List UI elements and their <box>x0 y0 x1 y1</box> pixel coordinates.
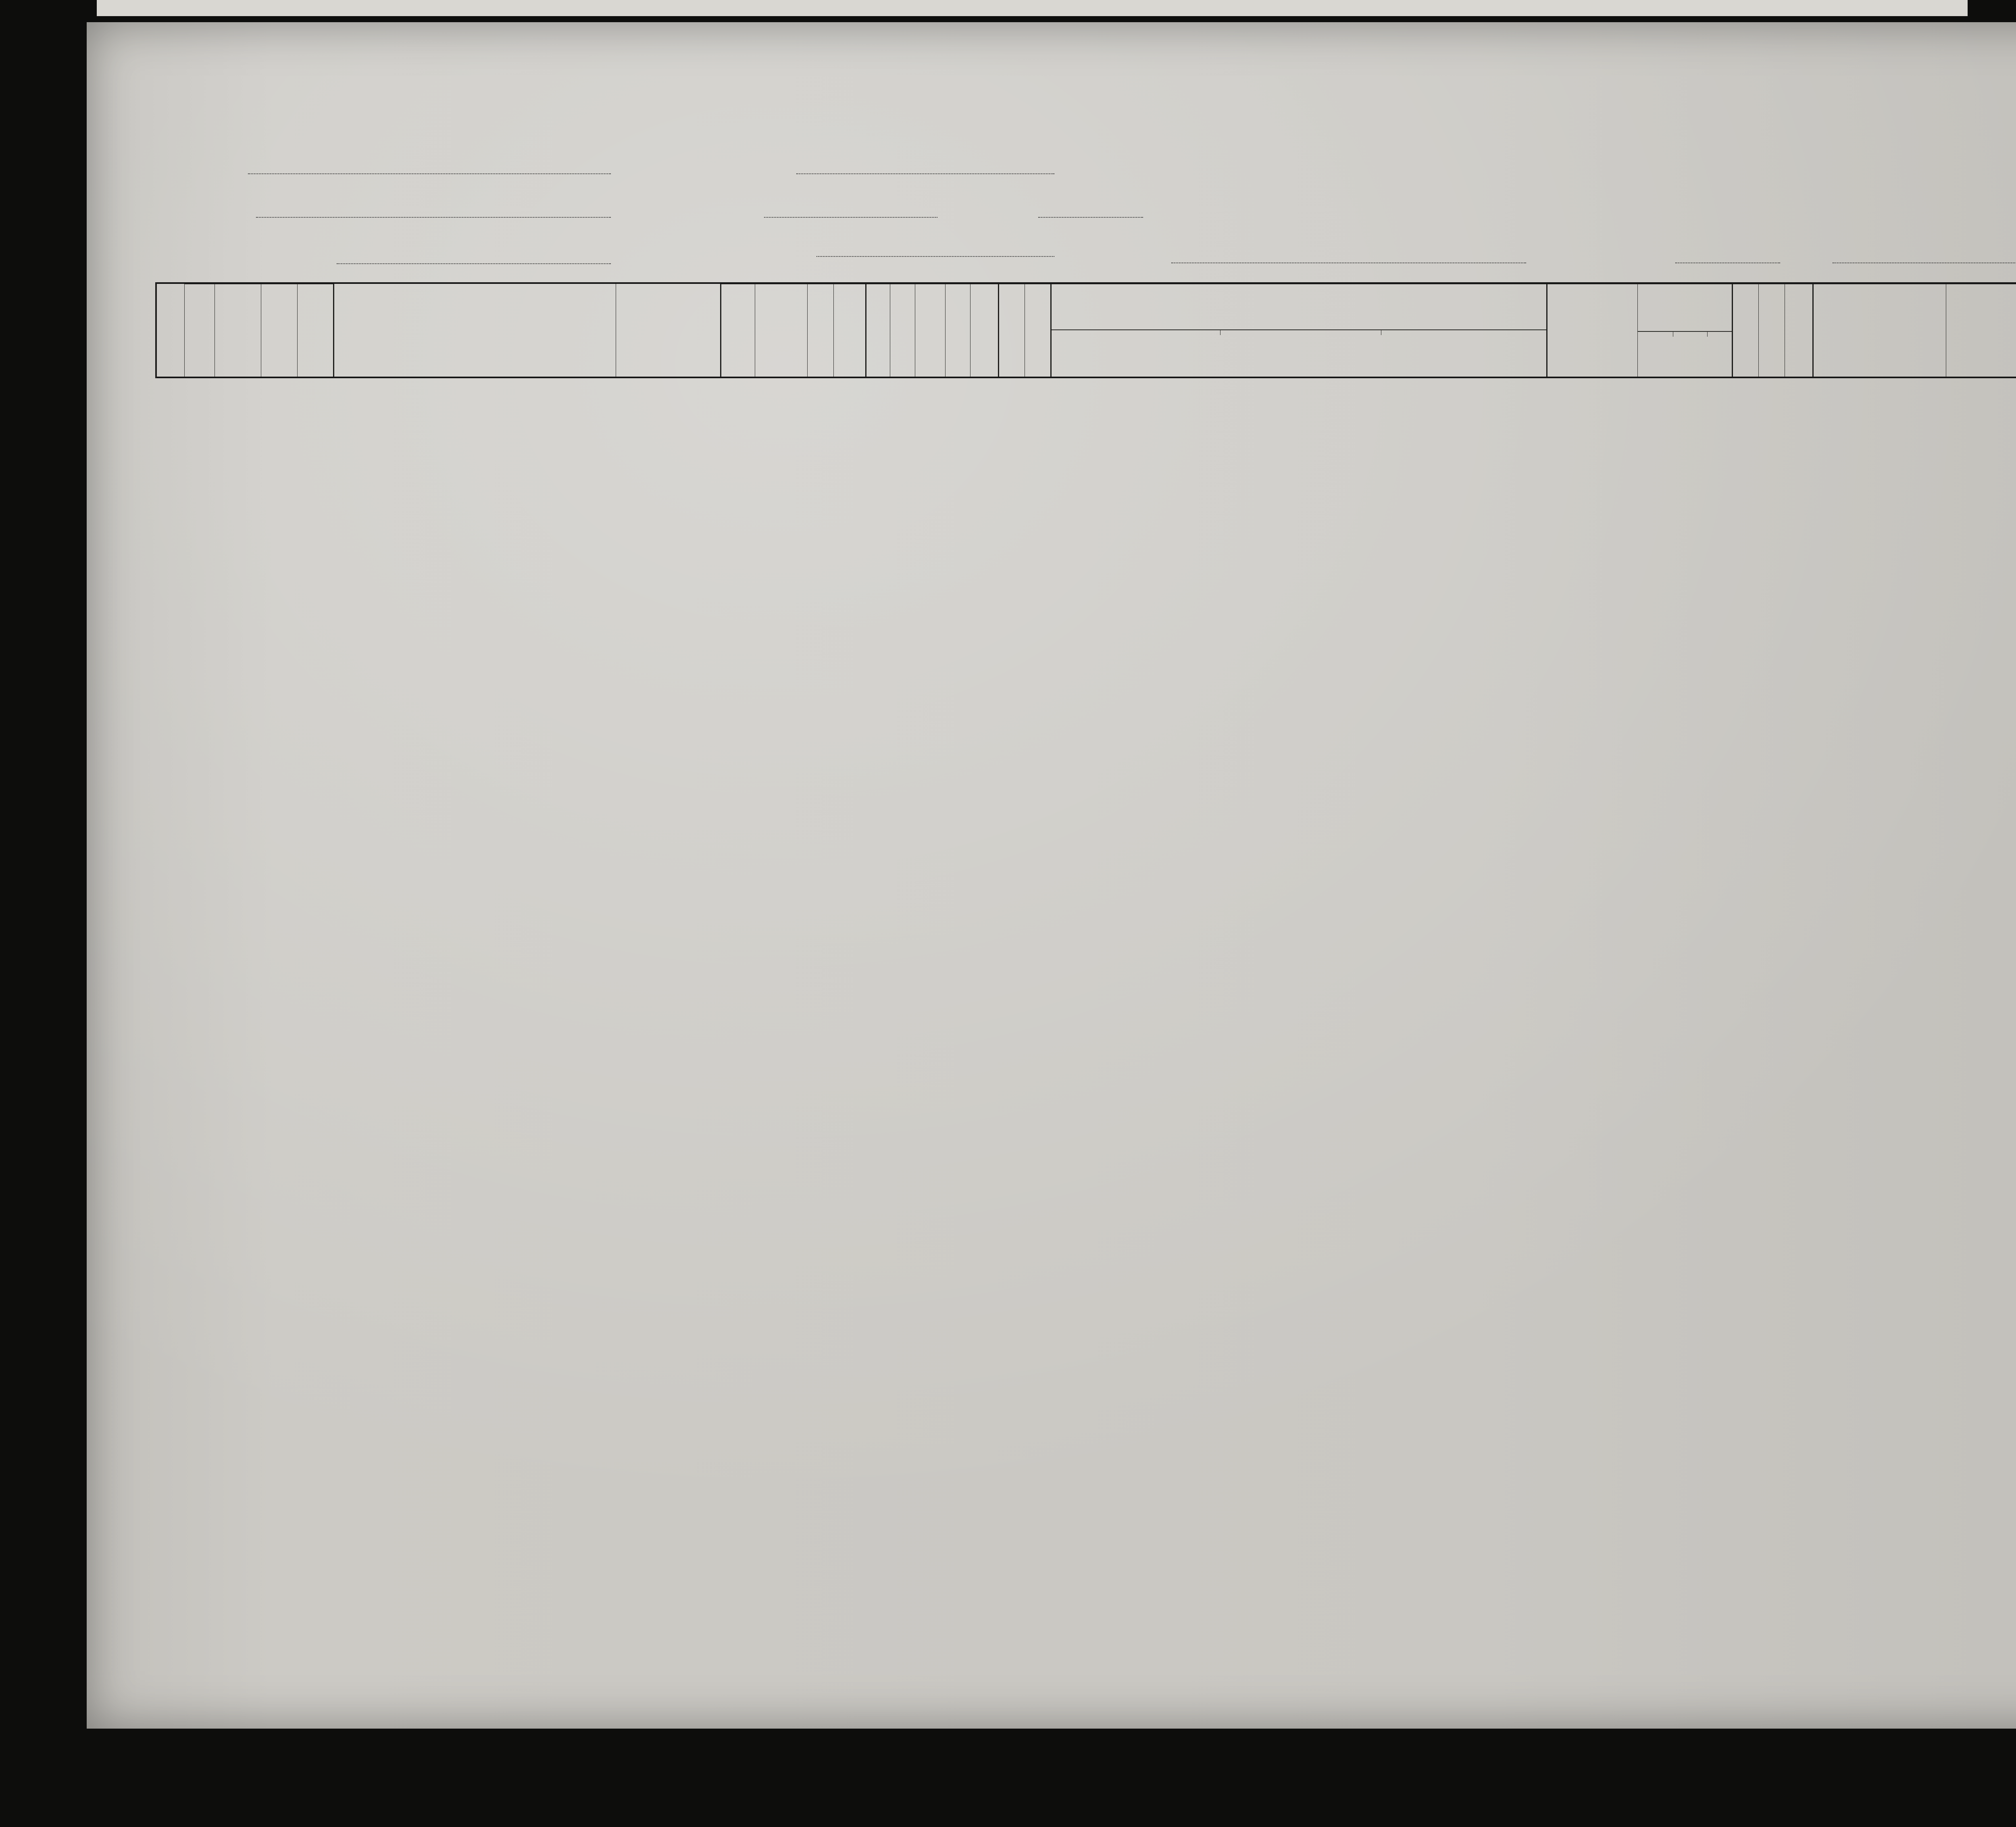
industry-subheader <box>1945 284 2016 377</box>
line-number-header <box>155 283 185 377</box>
col3-header <box>260 284 298 377</box>
pob-description <box>1050 284 1547 377</box>
col14-header <box>945 284 971 377</box>
col11-header <box>865 284 890 377</box>
col4-header <box>297 284 334 377</box>
col1-header <box>184 284 215 377</box>
pob-person-label <box>1052 330 1220 335</box>
occupation-subheader <box>1812 284 1946 377</box>
col23-header <box>1758 284 1785 377</box>
col24-header <box>1784 284 1813 377</box>
census-table <box>155 282 2016 378</box>
census-sheet <box>87 22 2016 1729</box>
print-code <box>998 1707 1002 1713</box>
col8-header <box>754 284 808 377</box>
code-header <box>1637 284 1733 377</box>
scanner-edge <box>97 0 1968 16</box>
relation-header <box>615 283 721 377</box>
col21-header <box>1546 284 1638 377</box>
col7-header <box>720 284 755 377</box>
col22-header <box>1731 284 1759 377</box>
pob-father-label <box>1220 330 1381 335</box>
col16-header <box>998 284 1025 377</box>
population-table <box>155 282 2016 378</box>
col17-header <box>1024 284 1051 377</box>
col2-header <box>214 284 261 377</box>
col12-header <box>889 284 915 377</box>
col10-header <box>833 284 866 377</box>
col13-header <box>914 284 946 377</box>
pob-mother-label <box>1381 330 1546 335</box>
col9-header <box>807 284 834 377</box>
form-title-block <box>1014 131 1780 137</box>
name-header <box>333 283 616 377</box>
col15-header <box>970 284 999 377</box>
